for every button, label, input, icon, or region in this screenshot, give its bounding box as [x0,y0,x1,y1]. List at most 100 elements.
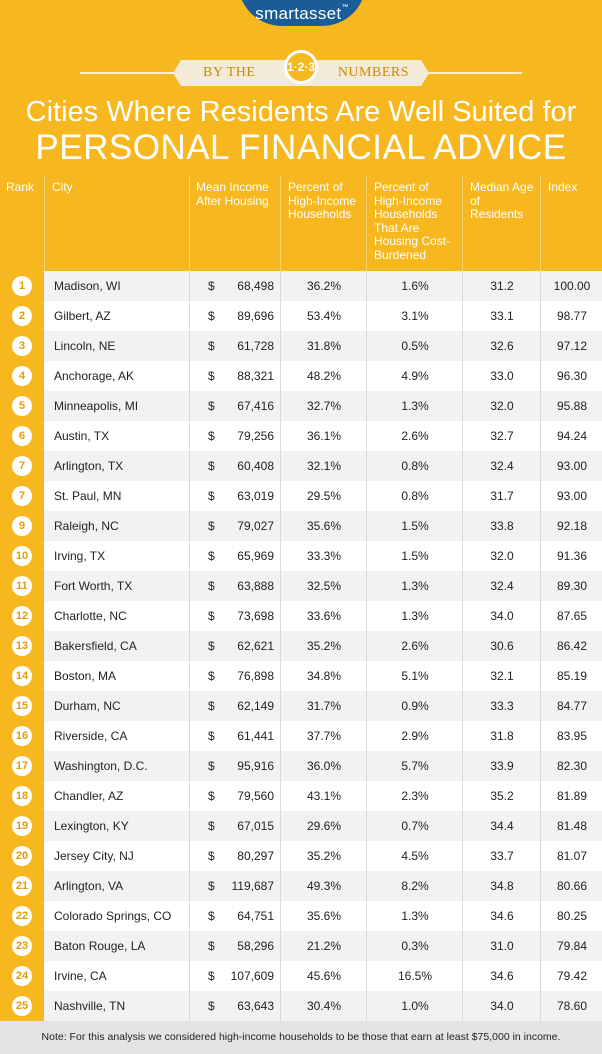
median-age-cell: 33.0 [490,369,514,383]
column-divider [462,661,463,691]
column-divider [540,871,541,901]
rank-badge: 10 [12,546,32,566]
rank-cell: 7 [0,451,44,481]
median-age-cell: 34.0 [490,609,514,623]
pct-high-income-cell: 35.2% [306,639,342,653]
rank-cell: 19 [0,811,44,841]
header-divider [366,175,367,271]
logo-tab: smartasset™ [238,0,366,26]
median-age-cell: 33.7 [490,849,514,863]
column-divider [540,541,541,571]
column-divider [366,961,367,991]
pct-cost-burdened-cell: 2.9% [401,729,429,743]
column-divider [366,871,367,901]
column-divider [280,781,281,811]
median-age-cell: 34.6 [490,909,514,923]
column-divider [366,301,367,331]
rank-badge: 20 [12,846,32,866]
pct-cost-burdened-cell: 0.8% [401,459,429,473]
median-age-cell: 32.0 [490,549,514,563]
column-divider [280,991,281,1021]
pct-cost-burdened-cell: 2.6% [401,429,429,443]
index-cell: 80.66 [556,879,588,893]
rank-cell: 24 [0,961,44,991]
table-row: 23 Baton Rouge, LA $58,296 21.2% 0.3% 31.0 79.… [0,931,602,961]
column-divider [280,481,281,511]
table-row: 3 Lincoln, NE $61,728 31.8% 0.5% 32.6 97.12 [0,331,602,361]
column-divider [540,601,541,631]
currency-symbol: $ [208,489,215,503]
rank-badge: 11 [12,576,32,596]
byline-left-text: BY THE [203,65,256,80]
currency-symbol: $ [208,309,215,323]
header: smartasset™ BY THE 1·2·3 NUMBERS Cities … [0,0,602,175]
index-cell: 96.30 [556,369,588,383]
income-cell: 63,888 [237,579,274,593]
pct-cost-burdened-cell: 1.3% [401,609,429,623]
column-divider [366,481,367,511]
column-divider [540,271,541,301]
currency-symbol: $ [208,789,215,803]
column-divider [280,451,281,481]
column-divider [540,391,541,421]
brand-name: smartasset [255,4,342,23]
index-cell: 86.42 [556,639,588,653]
table-row: 5 Minneapolis, MI $67,416 32.7% 1.3% 32.0 95.8… [0,391,602,421]
pct-high-income-cell: 33.6% [306,609,342,623]
table-row: 24 Irvine, CA $107,609 45.6% 16.5% 34.6 79.42 [0,961,602,991]
currency-symbol: $ [208,399,215,413]
table-row: 19 Lexington, KY $67,015 29.6% 0.7% 34.4 81.48 [0,811,602,841]
column-divider [366,811,367,841]
rank-cell: 7 [0,481,44,511]
income-cell: 79,256 [237,429,274,443]
pct-high-income-cell: 32.1% [306,459,342,473]
column-divider [366,331,367,361]
city-cell: Nashville, TN [54,999,126,1013]
header-divider [462,175,463,271]
column-divider [189,991,190,1021]
currency-symbol: $ [208,669,215,683]
pct-high-income-cell: 31.7% [306,699,342,713]
city-cell: Irvine, CA [54,969,107,983]
column-divider [280,871,281,901]
column-divider [462,541,463,571]
column-divider [189,481,190,511]
table-row: 9 Raleigh, NC $79,027 35.6% 1.5% 33.8 92.18 [0,511,602,541]
income-cell: 119,687 [231,879,275,893]
median-age-cell: 33.1 [490,309,514,323]
column-divider [280,901,281,931]
currency-symbol: $ [208,519,215,533]
rank-badge: 23 [12,936,32,956]
index-cell: 78.60 [556,999,588,1013]
pct-high-income-cell: 49.3% [306,879,342,893]
table-row: 21 Arlington, VA $119,687 49.3% 8.2% 34.8 80.6… [0,871,602,901]
column-divider [189,931,190,961]
table-row: 11 Fort Worth, TX $63,888 32.5% 1.3% 32.4 89.3… [0,571,602,601]
table-row: 6 Austin, TX $79,256 36.1% 2.6% 32.7 94.24 [0,421,602,451]
header-divider [280,175,281,271]
rank-badge: 15 [12,696,32,716]
column-divider [280,661,281,691]
median-age-cell: 31.8 [490,729,514,743]
column-divider [280,691,281,721]
column-divider [280,961,281,991]
column-divider [462,511,463,541]
index-cell: 94.24 [556,429,588,443]
city-cell: Minneapolis, MI [54,399,139,413]
column-divider [280,601,281,631]
index-cell: 84.77 [556,699,588,713]
column-divider [540,931,541,961]
index-cell: 89.30 [556,579,588,593]
rank-cell: 1 [0,271,44,301]
column-divider [540,481,541,511]
index-cell: 81.48 [556,819,588,833]
city-cell: Irving, TX [54,549,106,563]
index-cell: 83.95 [556,729,588,743]
pct-cost-burdened-cell: 8.2% [401,879,429,893]
column-divider [280,361,281,391]
city-cell: Baton Rouge, LA [54,939,146,953]
column-divider [540,781,541,811]
brand-logo[interactable]: smartasset™ [238,4,366,24]
column-divider [540,301,541,331]
rank-cell: 11 [0,571,44,601]
